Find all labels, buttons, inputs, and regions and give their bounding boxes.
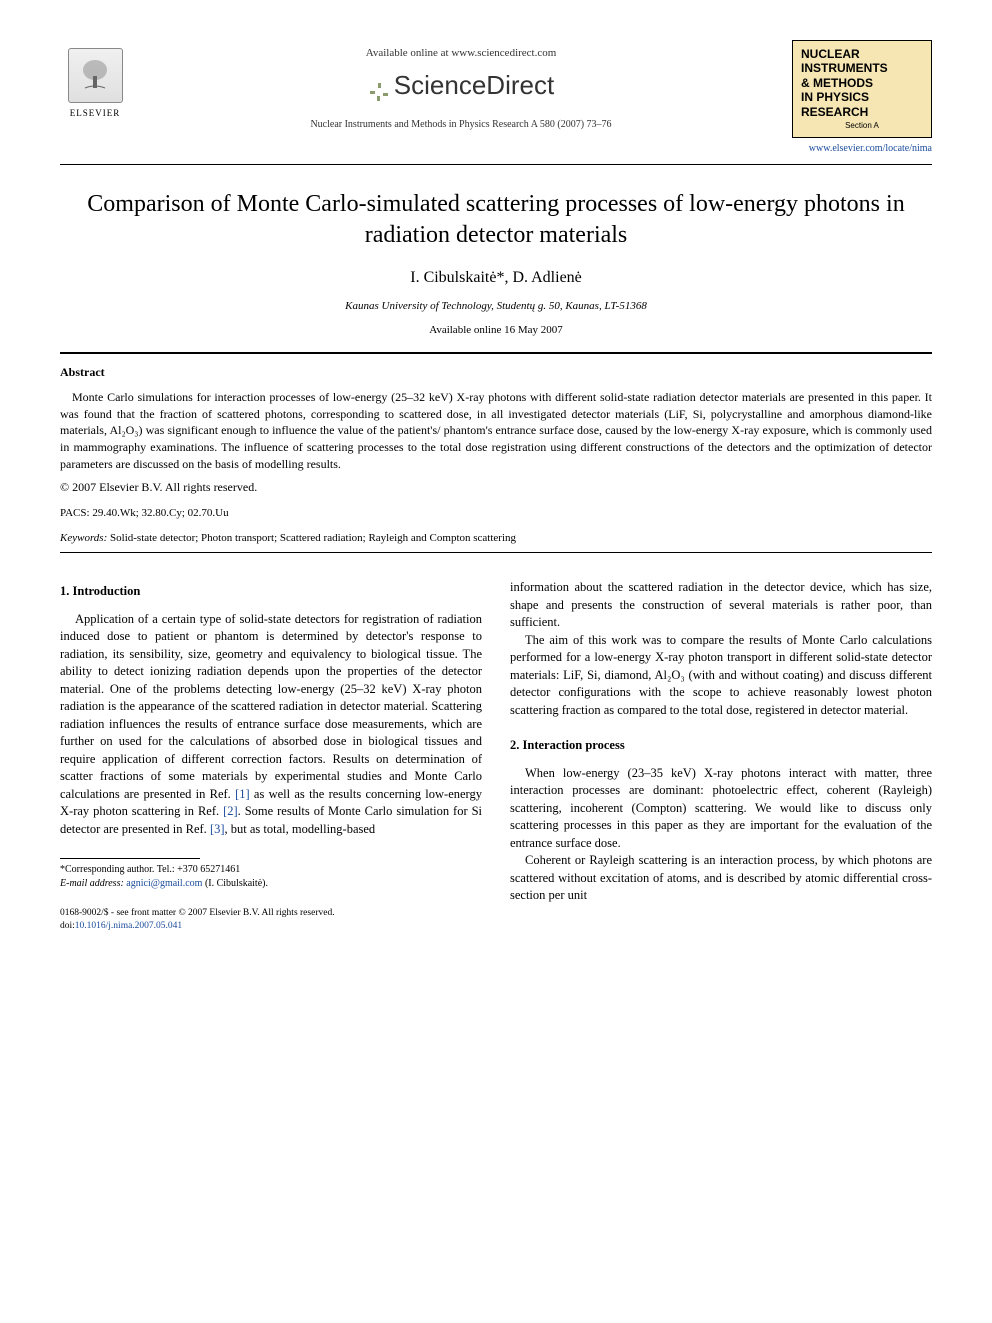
journal-box-line: IN PHYSICS <box>801 90 923 104</box>
journal-box-wrapper: NUCLEAR INSTRUMENTS & METHODS IN PHYSICS… <box>792 40 932 156</box>
journal-box-line: NUCLEAR <box>801 47 923 61</box>
elsevier-logo: ELSEVIER <box>60 40 130 120</box>
body-columns: 1. Introduction Application of a certain… <box>60 579 932 932</box>
right-column: information about the scattered radiatio… <box>510 579 932 932</box>
interaction-paragraph-2: Coherent or Rayleigh scattering is an in… <box>510 852 932 905</box>
email-author-name: (I. Cibulskaitė). <box>205 878 268 889</box>
abstract-heading: Abstract <box>60 364 932 381</box>
intro-paragraph-2: information about the scattered radiatio… <box>510 579 932 632</box>
doi-link[interactable]: 10.1016/j.nima.2007.05.041 <box>75 921 182 931</box>
center-header: Available online at www.sciencedirect.co… <box>130 40 792 132</box>
intro-text: , but as total, modelling-based <box>225 822 376 836</box>
footnote-block: *Corresponding author. Tel.: +370 652714… <box>60 863 482 891</box>
left-column: 1. Introduction Application of a certain… <box>60 579 482 932</box>
available-date: Available online 16 May 2007 <box>60 323 932 338</box>
section-heading-intro: 1. Introduction <box>60 583 482 601</box>
intro-paragraph-3: The aim of this work was to compare the … <box>510 632 932 720</box>
pacs-codes: 29.40.Wk; 32.80.Cy; 02.70.Uu <box>92 507 228 519</box>
divider <box>60 352 932 354</box>
header-row: ELSEVIER Available online at www.science… <box>60 40 932 156</box>
email-address[interactable]: agnici@gmail.com <box>126 878 202 889</box>
affiliation: Kaunas University of Technology, Student… <box>60 299 932 314</box>
journal-link[interactable]: www.elsevier.com/locate/nima <box>792 142 932 156</box>
elsevier-tree-icon <box>68 48 123 103</box>
front-matter-line: 0168-9002/$ - see front matter © 2007 El… <box>60 907 482 919</box>
authors: I. Cibulskaitė*, D. Adlienė <box>60 267 932 289</box>
journal-box-section: Section A <box>801 121 923 131</box>
pacs-line: PACS: 29.40.Wk; 32.80.Cy; 02.70.Uu <box>60 506 932 521</box>
abstract-text: Monte Carlo simulations for interaction … <box>60 389 932 473</box>
doi-line: doi:10.1016/j.nima.2007.05.041 <box>60 920 482 932</box>
ref-link-1[interactable]: [1] <box>235 787 250 801</box>
ref-link-2[interactable]: [2] <box>223 804 238 818</box>
keywords-line: Keywords: Solid-state detector; Photon t… <box>60 531 932 546</box>
journal-box-line: RESEARCH <box>801 105 923 119</box>
journal-box-line: & METHODS <box>801 76 923 90</box>
sciencedirect-text: ScienceDirect <box>394 67 554 103</box>
ref-link-3[interactable]: [3] <box>210 822 225 836</box>
available-online-text: Available online at www.sciencedirect.co… <box>130 46 792 61</box>
sciencedirect-icon <box>368 76 388 96</box>
email-label: E-mail address: <box>60 878 124 889</box>
divider <box>60 164 932 165</box>
journal-box: NUCLEAR INSTRUMENTS & METHODS IN PHYSICS… <box>792 40 932 138</box>
copyright: © 2007 Elsevier B.V. All rights reserved… <box>60 479 932 496</box>
keywords-label: Keywords: <box>60 532 107 544</box>
email-line: E-mail address: agnici@gmail.com (I. Cib… <box>60 877 482 891</box>
elsevier-label: ELSEVIER <box>70 107 121 120</box>
intro-text: Application of a certain type of solid-s… <box>60 612 482 801</box>
journal-box-line: INSTRUMENTS <box>801 61 923 75</box>
keywords-text: Solid-state detector; Photon transport; … <box>110 532 516 544</box>
divider <box>60 552 932 553</box>
interaction-paragraph-1: When low-energy (23–35 keV) X-ray photon… <box>510 765 932 853</box>
intro-paragraph-1: Application of a certain type of solid-s… <box>60 611 482 839</box>
journal-reference: Nuclear Instruments and Methods in Physi… <box>130 118 792 132</box>
doi-label: doi: <box>60 921 75 931</box>
sciencedirect-brand: ScienceDirect <box>130 67 792 103</box>
corresponding-author: *Corresponding author. Tel.: +370 652714… <box>60 863 482 877</box>
footer-block: 0168-9002/$ - see front matter © 2007 El… <box>60 907 482 932</box>
article-title: Comparison of Monte Carlo-simulated scat… <box>60 189 932 251</box>
section-heading-interaction: 2. Interaction process <box>510 737 932 755</box>
pacs-label: PACS: <box>60 507 90 519</box>
footnote-separator <box>60 858 200 859</box>
